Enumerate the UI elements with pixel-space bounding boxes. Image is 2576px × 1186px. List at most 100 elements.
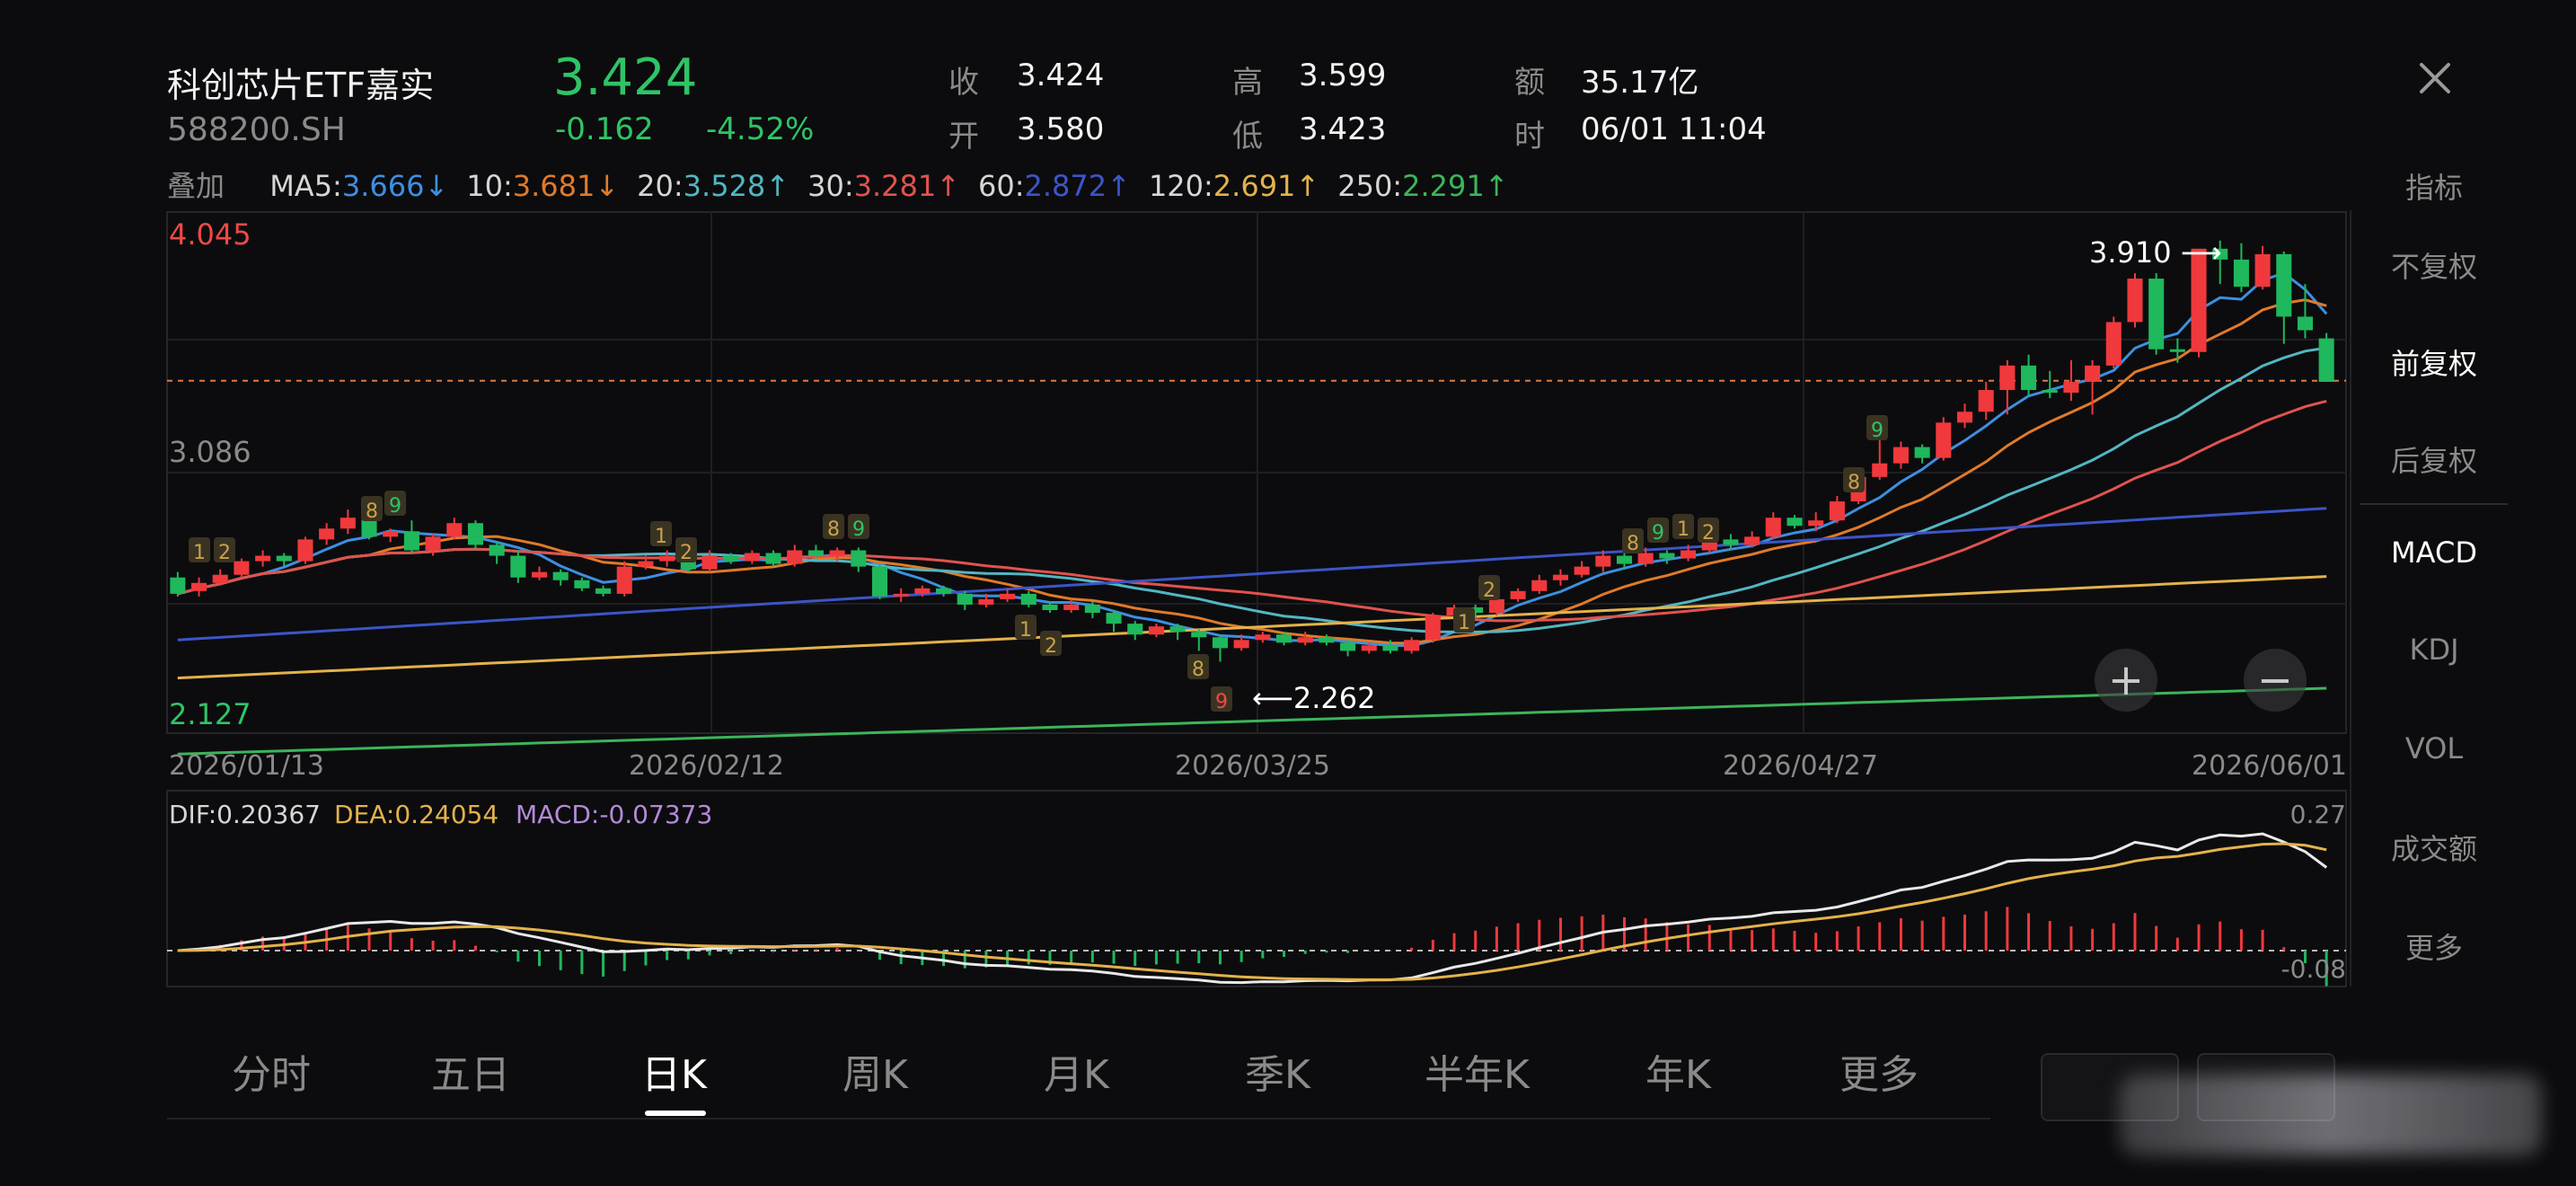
td-marker-bg xyxy=(823,514,844,539)
td-marker: 1 xyxy=(193,542,206,564)
candle-body xyxy=(1106,613,1122,624)
low-label: 低 xyxy=(1232,119,1263,155)
td-marker-bg xyxy=(1040,631,1062,656)
zoom-in-button[interactable]: + xyxy=(2095,649,2157,712)
candle-body xyxy=(1425,615,1441,641)
low-marker-label: ⟵2.262 xyxy=(1252,681,1375,715)
price-change: -0.162 xyxy=(555,111,654,147)
candle-body xyxy=(659,555,675,562)
candle-body xyxy=(2191,248,2207,352)
candle-body xyxy=(2105,322,2122,366)
ma-item-1: 10:3.681↓ xyxy=(466,169,619,203)
td-marker: 1 xyxy=(1019,619,1032,642)
tab-period-6[interactable]: 半年K xyxy=(1425,1052,1530,1098)
close-icon[interactable] xyxy=(2413,56,2457,101)
ma60-line xyxy=(177,507,2327,642)
tab-period-5[interactable]: 季K xyxy=(1245,1052,1310,1098)
sidebar-item-turnover[interactable]: 成交额 xyxy=(2390,832,2477,866)
ma-legend: 叠加 MA5:3.666↓ 10:3.681↓ 20:3.528↑ 30:3.281↑… xyxy=(167,164,1527,205)
ma-item-6: 250:2.291↑ xyxy=(1337,169,1508,203)
ma250-line xyxy=(177,686,2327,756)
ma-value: 3.681↓ xyxy=(512,169,620,203)
low-value: 3.423 xyxy=(1299,111,1387,147)
amount-label: 额 xyxy=(1514,65,1545,101)
candle-body xyxy=(2254,253,2271,288)
td-marker-bg xyxy=(650,521,672,546)
blurred-overlay xyxy=(2120,1075,2542,1155)
ma-value: 3.666↓ xyxy=(341,169,449,203)
td-marker: 2 xyxy=(1045,635,1057,658)
candle-body xyxy=(1936,422,1952,458)
candle-body xyxy=(1552,574,1568,580)
candle-body xyxy=(170,577,186,594)
candle-body xyxy=(1914,447,1930,458)
sidebar-item-backward-adjust[interactable]: 后复权 xyxy=(2390,444,2477,478)
candle-body xyxy=(1510,590,1526,599)
sidebar-item-macd[interactable]: MACD xyxy=(2391,535,2477,570)
td-marker-bg xyxy=(1843,467,1865,492)
tab-period-2[interactable]: 日K xyxy=(641,1052,707,1098)
candle-body xyxy=(2085,365,2101,382)
open-label: 开 xyxy=(948,119,979,155)
sidebar-item-more[interactable]: 更多 xyxy=(2404,931,2463,965)
candle-body xyxy=(1169,626,1186,633)
sidebar-item-vol[interactable]: VOL xyxy=(2404,731,2464,766)
ma-value: 2.291↑ xyxy=(1402,169,1509,203)
candle-body xyxy=(2233,259,2249,288)
candle-body xyxy=(1765,518,1781,537)
tab-period-8[interactable]: 更多 xyxy=(1839,1052,1919,1098)
td-marker-bg xyxy=(361,496,383,521)
candle-body xyxy=(1574,566,1590,575)
td-marker: 2 xyxy=(218,542,231,564)
tab-period-7[interactable]: 年K xyxy=(1645,1052,1711,1098)
candle-body xyxy=(2127,279,2143,323)
candle-body xyxy=(1148,626,1164,635)
overlay-button[interactable]: 叠加 xyxy=(167,169,225,203)
zoom-out-button[interactable]: − xyxy=(2244,649,2307,712)
candle-body xyxy=(1042,604,1058,611)
candle-body xyxy=(893,593,909,597)
high-value: 3.599 xyxy=(1299,58,1387,93)
dea-line xyxy=(177,842,2327,981)
candle-body xyxy=(1382,645,1398,651)
sidebar-item-forward-adjust[interactable]: 前复权 xyxy=(2390,347,2477,381)
candle-body xyxy=(2276,253,2292,317)
ma-item-4: 60:2.872↑ xyxy=(978,169,1131,203)
ma-label: 10: xyxy=(466,169,513,203)
candle-body xyxy=(1255,634,1271,641)
candle-body xyxy=(1829,501,1845,521)
ma-value: 3.528↑ xyxy=(683,169,790,203)
sidebar-item-kdj[interactable]: KDJ xyxy=(2409,633,2459,667)
candle-body xyxy=(914,588,931,594)
candle-body xyxy=(2318,338,2334,382)
candle-body xyxy=(1000,593,1016,599)
ma30-line xyxy=(177,399,2327,623)
y-axis-mid-label: 3.086 xyxy=(169,435,251,469)
open-value: 3.580 xyxy=(1017,111,1105,147)
candle-body xyxy=(212,574,228,583)
indicator-header[interactable]: 指标 xyxy=(2404,171,2463,205)
ma120-line xyxy=(177,575,2327,680)
td-marker-bg xyxy=(1453,607,1475,633)
tab-period-0[interactable]: 分时 xyxy=(232,1052,311,1098)
td-marker: 9 xyxy=(389,495,401,518)
candle-body xyxy=(957,593,973,605)
overlay-line-button[interactable] xyxy=(2197,1053,2335,1121)
td-marker: 1 xyxy=(1677,518,1689,541)
tab-period-4[interactable]: 月K xyxy=(1044,1052,1109,1098)
td-marker: 9 xyxy=(852,518,865,541)
candle-body xyxy=(787,550,803,564)
candle-body xyxy=(2042,390,2058,394)
sidebar-item-no-adjust[interactable]: 不复权 xyxy=(2390,250,2477,284)
tab-period-1[interactable]: 五日 xyxy=(431,1052,510,1098)
chip-button[interactable] xyxy=(2041,1053,2179,1121)
x-axis-date-label: 2026/06/01 xyxy=(2192,750,2347,782)
td-marker: 8 xyxy=(827,518,840,541)
tab-period-3[interactable]: 周K xyxy=(842,1052,908,1098)
ma-item-0: MA5:3.666↓ xyxy=(269,169,448,203)
candle-body xyxy=(807,550,824,556)
candle-body xyxy=(1020,593,1037,605)
td-marker: 1 xyxy=(655,526,667,548)
time-value: 06/01 11:04 xyxy=(1581,111,1767,147)
